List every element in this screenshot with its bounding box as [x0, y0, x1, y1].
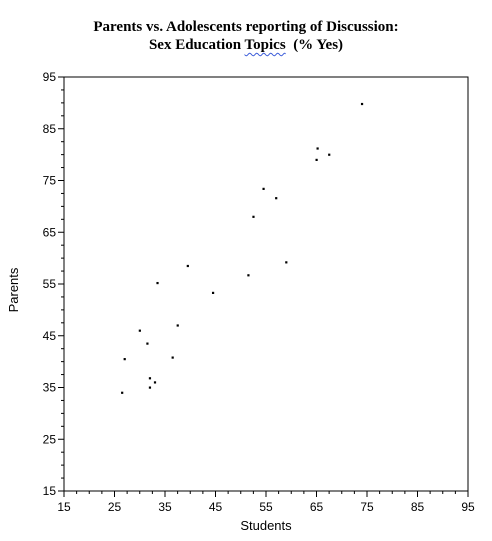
data-point [176, 324, 179, 327]
x-tick-label: 25 [108, 500, 122, 514]
chart-title-line-1: Parents vs. Adolescents reporting of Dis… [93, 19, 399, 35]
data-points [121, 102, 364, 394]
data-point [138, 329, 141, 332]
x-tick-label: 55 [259, 500, 273, 514]
data-point [121, 391, 124, 394]
plot-area-frame [63, 76, 469, 492]
x-tick-label: 35 [158, 500, 172, 514]
y-tick-label: 25 [43, 432, 57, 446]
x-tick-label: 45 [209, 500, 223, 514]
y-tick-label: 65 [43, 225, 57, 239]
data-point [156, 281, 159, 285]
y-tick-label: 85 [43, 122, 57, 136]
x-tick-label: 15 [57, 500, 71, 514]
data-point [186, 264, 189, 268]
data-point [148, 386, 152, 389]
data-point [148, 377, 152, 380]
axis-ticks [58, 76, 469, 497]
data-point [315, 158, 318, 161]
data-point [262, 187, 265, 190]
y-tick-label: 35 [43, 381, 57, 395]
data-point [153, 381, 157, 384]
data-point [252, 215, 255, 218]
x-tick-label: 65 [310, 500, 324, 514]
data-point [123, 358, 126, 361]
data-point [328, 153, 331, 156]
data-point [285, 261, 288, 264]
chart-title: Parents vs. Adolescents reporting of Dis… [0, 18, 492, 54]
x-tick-label: 95 [461, 500, 475, 514]
y-tick-label: 55 [43, 277, 57, 291]
data-point [171, 356, 174, 359]
tick-labels: 15 25 35 45 55 65 75 85 95 15 25 35 45 55 65 75 85 95 [43, 70, 475, 514]
y-axis-label: Parents [6, 267, 21, 312]
chart-title-line-2-start: Sex Education [148, 37, 245, 53]
data-point [316, 147, 319, 150]
chart-title-line-2-end: (% Yes) [285, 37, 344, 53]
data-point [146, 342, 149, 345]
chart-title-underlined-word: Topics [244, 37, 286, 53]
chart-title-line-2: Sex Education Topics (% Yes) [0, 36, 492, 54]
data-point [275, 197, 278, 200]
y-tick-label: 75 [43, 174, 57, 188]
data-point [247, 274, 250, 277]
y-tick-label: 45 [43, 329, 57, 343]
y-tick-label: 95 [43, 70, 57, 84]
y-tick-label: 15 [43, 484, 57, 498]
data-point [211, 291, 215, 294]
x-axis-label: Students [240, 518, 292, 533]
data-point [360, 102, 364, 106]
x-tick-label: 85 [411, 500, 425, 514]
x-tick-label: 75 [360, 500, 374, 514]
